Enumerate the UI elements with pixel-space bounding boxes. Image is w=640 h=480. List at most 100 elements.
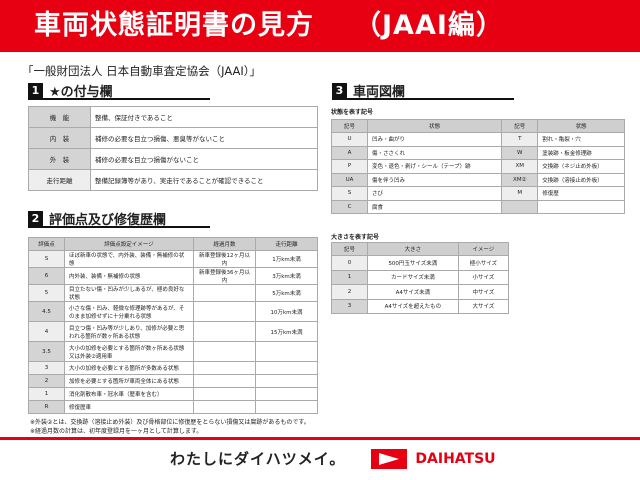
- section-number: 2: [28, 210, 43, 226]
- description: 修復歴車: [64, 400, 194, 414]
- score: 4: [28, 321, 65, 342]
- score: 3: [28, 361, 65, 375]
- table-row: C 腐食: [331, 199, 625, 214]
- description: 目立つ傷・凹み等が少しあり、加修が必要と思われる箇所が数ヶ所ある状態: [64, 321, 194, 342]
- column-header: 状態: [366, 119, 503, 133]
- section-title: 車両図欄: [353, 84, 406, 100]
- score: 1: [28, 387, 65, 401]
- mileage: [255, 400, 318, 414]
- table-row: 外 装補修の必要な目立つ損傷がないこと: [28, 148, 318, 170]
- score: 3.5: [28, 341, 65, 362]
- column-header: イメージ: [457, 242, 510, 256]
- table-row: 4.5 小さな傷・凹み、軽微な修理跡等があるが、そのまま加修せずに十分乗れる状態 1…: [28, 301, 318, 322]
- mileage: [255, 341, 318, 362]
- divider: [0, 437, 640, 440]
- column-header: 経過月数: [193, 237, 256, 251]
- symbol: 2: [331, 284, 368, 300]
- row-label: 機 能: [28, 106, 91, 128]
- months: 新車登録後36ヶ月以内: [193, 267, 256, 285]
- description: 消化剤散布車・冠水車（歴車を含む）: [64, 387, 194, 401]
- state: さび: [366, 186, 503, 201]
- symbol: 0: [331, 255, 368, 271]
- symbol: P: [331, 159, 368, 174]
- table-row: 機 能整備、保証付きであること: [28, 106, 318, 128]
- months: 新車登録後12ヶ月以内: [193, 250, 256, 268]
- score: 4.5: [28, 301, 65, 322]
- symbol: 3: [331, 298, 368, 314]
- table-row: 0 500円玉サイズ未満 極小サイズ: [331, 255, 510, 271]
- column-header: 走行距離: [255, 237, 318, 251]
- section-title: 評価点及び修復歴欄: [49, 212, 167, 228]
- state: 変色・退色・剥げ・シール（テープ）跡: [366, 159, 503, 174]
- state: 腐食: [366, 199, 503, 214]
- size: カードサイズ未満: [367, 269, 459, 285]
- table-row: 6 内外装、装備・無補修の状態 新車登録後36ヶ月以内 3万km未満: [28, 267, 318, 285]
- table-row: 3 A4サイズを超えたもの 大サイズ: [331, 298, 510, 314]
- symbol: XM②: [501, 172, 539, 187]
- state: 交換跡（ネジ止め外板）: [537, 159, 625, 174]
- note: ※経過月数の計算は、初年度登録月を一ヶ月として計算します。: [30, 428, 203, 435]
- mileage: 15万km未満: [255, 321, 318, 342]
- image: 極小サイズ: [457, 255, 510, 271]
- table-row: S さび M 修復歴: [331, 186, 625, 201]
- state: 割れ・亀裂・穴: [537, 132, 625, 147]
- page-title: 車両状態証明書の見方: [34, 10, 314, 41]
- size-table: 記号 大きさ イメージ 0 500円玉サイズ未満 極小サイズ 1 カードサイズ未満 小サイズ 2 A…: [331, 242, 510, 314]
- state-table: 記号 状態 記号 状態 U 凹み・曲がり T 割れ・亀裂・穴 A 傷・ささくれ W 塗装跡・板金修理跡…: [331, 119, 625, 214]
- symbol: U: [331, 132, 368, 147]
- months: [193, 301, 256, 322]
- table-row: U 凹み・曲がり T 割れ・亀裂・穴: [331, 132, 625, 147]
- description: 内外装、装備・無補修の状態: [64, 267, 194, 285]
- size-label: 大きさを表す記号: [331, 234, 380, 241]
- state-label: 状態を表す記号: [331, 109, 374, 116]
- row-text: 補修の必要な目立つ損傷、悪臭等がないこと: [90, 127, 318, 149]
- row-text: 整備、保証付きであること: [90, 106, 318, 128]
- table-row: 3.5 大小の加修を必要とする箇所が数ヶ所ある状態又は外装②適用車: [28, 341, 318, 362]
- notes: ※外装②とは、交換跡（溶接止め外装）及び骨格部位に修復歴をとらない損傷又は腐跡が…: [30, 418, 310, 436]
- description: 加修を必要とする箇所が車両全体にある状態: [64, 374, 194, 388]
- column-header: 記号: [331, 119, 368, 133]
- column-header: 記号: [501, 119, 539, 133]
- mileage: [255, 374, 318, 388]
- note: ※外装②とは、交換跡（溶接止め外装）及び骨格部位に修復歴をとらない損傷又は腐跡が…: [30, 419, 310, 426]
- state: 塗装跡・板金修理跡: [537, 145, 625, 160]
- section2-heading: 2 評価点及び修復歴欄: [28, 210, 210, 228]
- size: A4サイズを超えたもの: [367, 298, 459, 314]
- row-label: 外 装: [28, 148, 91, 170]
- description: 大小の加修を必要とする箇所が多数ある状態: [64, 361, 194, 375]
- mileage: 10万km未満: [255, 301, 318, 322]
- table-row: UA 傷を伴う凹み XM② 交換跡（溶接止め外板）: [331, 172, 625, 187]
- table-row: 走行距離 整備記録簿等があり、実走行であることが確認できること: [28, 169, 318, 191]
- table-row: A 傷・ささくれ W 塗装跡・板金修理跡: [331, 145, 625, 160]
- organization: 「一般財団法人 日本自動車査定協会（JAAI）」: [22, 64, 262, 78]
- symbol: A: [331, 145, 368, 160]
- row-text: 補修の必要な目立つ損傷がないこと: [90, 148, 318, 170]
- symbol: T: [501, 132, 539, 147]
- header-row: 評価点 評価点設定イメージ 経過月数 走行距離: [28, 237, 318, 251]
- page-subtitle: （JAAI編）: [354, 10, 504, 41]
- row-label: 内 装: [28, 127, 91, 149]
- footer: わたしにダイハツメイ。 DAIHATSU: [170, 448, 496, 469]
- mileage: 5万km未満: [255, 284, 318, 302]
- table-row: 4 目立つ傷・凹み等が少しあり、加修が必要と思われる箇所が数ヶ所ある状態 15万km…: [28, 321, 318, 342]
- months: [193, 361, 256, 375]
- image: 中サイズ: [457, 284, 510, 300]
- image: 大サイズ: [457, 298, 510, 314]
- symbol: C: [331, 199, 368, 214]
- section1-heading: 1 ★の付与欄: [28, 82, 210, 100]
- image: 小サイズ: [457, 269, 510, 285]
- size: A4サイズ未満: [367, 284, 459, 300]
- description: 小さな傷・凹み、軽微な修理跡等があるが、そのまま加修せずに十分乗れる状態: [64, 301, 194, 322]
- state: [537, 199, 625, 214]
- table-row: R 修復歴車: [28, 400, 318, 414]
- daihatsu-mark-icon: [371, 448, 408, 469]
- description: 大小の加修を必要とする箇所が数ヶ所ある状態又は外装②適用車: [64, 341, 194, 362]
- header-row: 記号 大きさ イメージ: [331, 242, 510, 256]
- months: [193, 387, 256, 401]
- slogan: わたしにダイハツメイ。: [170, 450, 346, 468]
- state: 修復歴: [537, 186, 625, 201]
- table-row: 3 大小の加修を必要とする箇所が多数ある状態: [28, 361, 318, 375]
- months: [193, 284, 256, 302]
- description: 目立たない傷・凹みが少しあるが、極め良好な状態: [64, 284, 194, 302]
- symbol: UA: [331, 172, 368, 187]
